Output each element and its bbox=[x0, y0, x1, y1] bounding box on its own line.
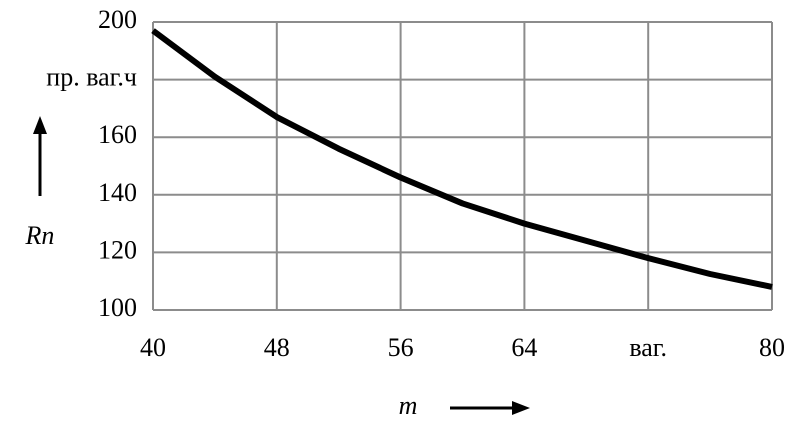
x-tick-label: ваг. bbox=[629, 333, 667, 362]
y-tick-label: 200 bbox=[98, 5, 137, 34]
y-tick-label: 140 bbox=[98, 178, 137, 207]
x-tick-label: 56 bbox=[388, 333, 414, 362]
x-tick-label: 48 bbox=[264, 333, 290, 362]
y-tick-label: пр. ваг.ч bbox=[46, 63, 137, 92]
y-tick-label: 120 bbox=[98, 235, 137, 264]
x-arrow bbox=[450, 401, 530, 415]
x-tick-label: 80 bbox=[759, 333, 785, 362]
y-axis-label: Rn bbox=[25, 221, 55, 250]
data-line bbox=[151, 28, 773, 290]
x-axis-label: m bbox=[399, 391, 418, 420]
y-tick-label: 160 bbox=[98, 120, 137, 149]
y-tick-label: 100 bbox=[98, 293, 137, 322]
x-tick-label: 40 bbox=[140, 333, 166, 362]
x-tick-label: 64 bbox=[511, 333, 537, 362]
y-arrow bbox=[33, 116, 47, 196]
